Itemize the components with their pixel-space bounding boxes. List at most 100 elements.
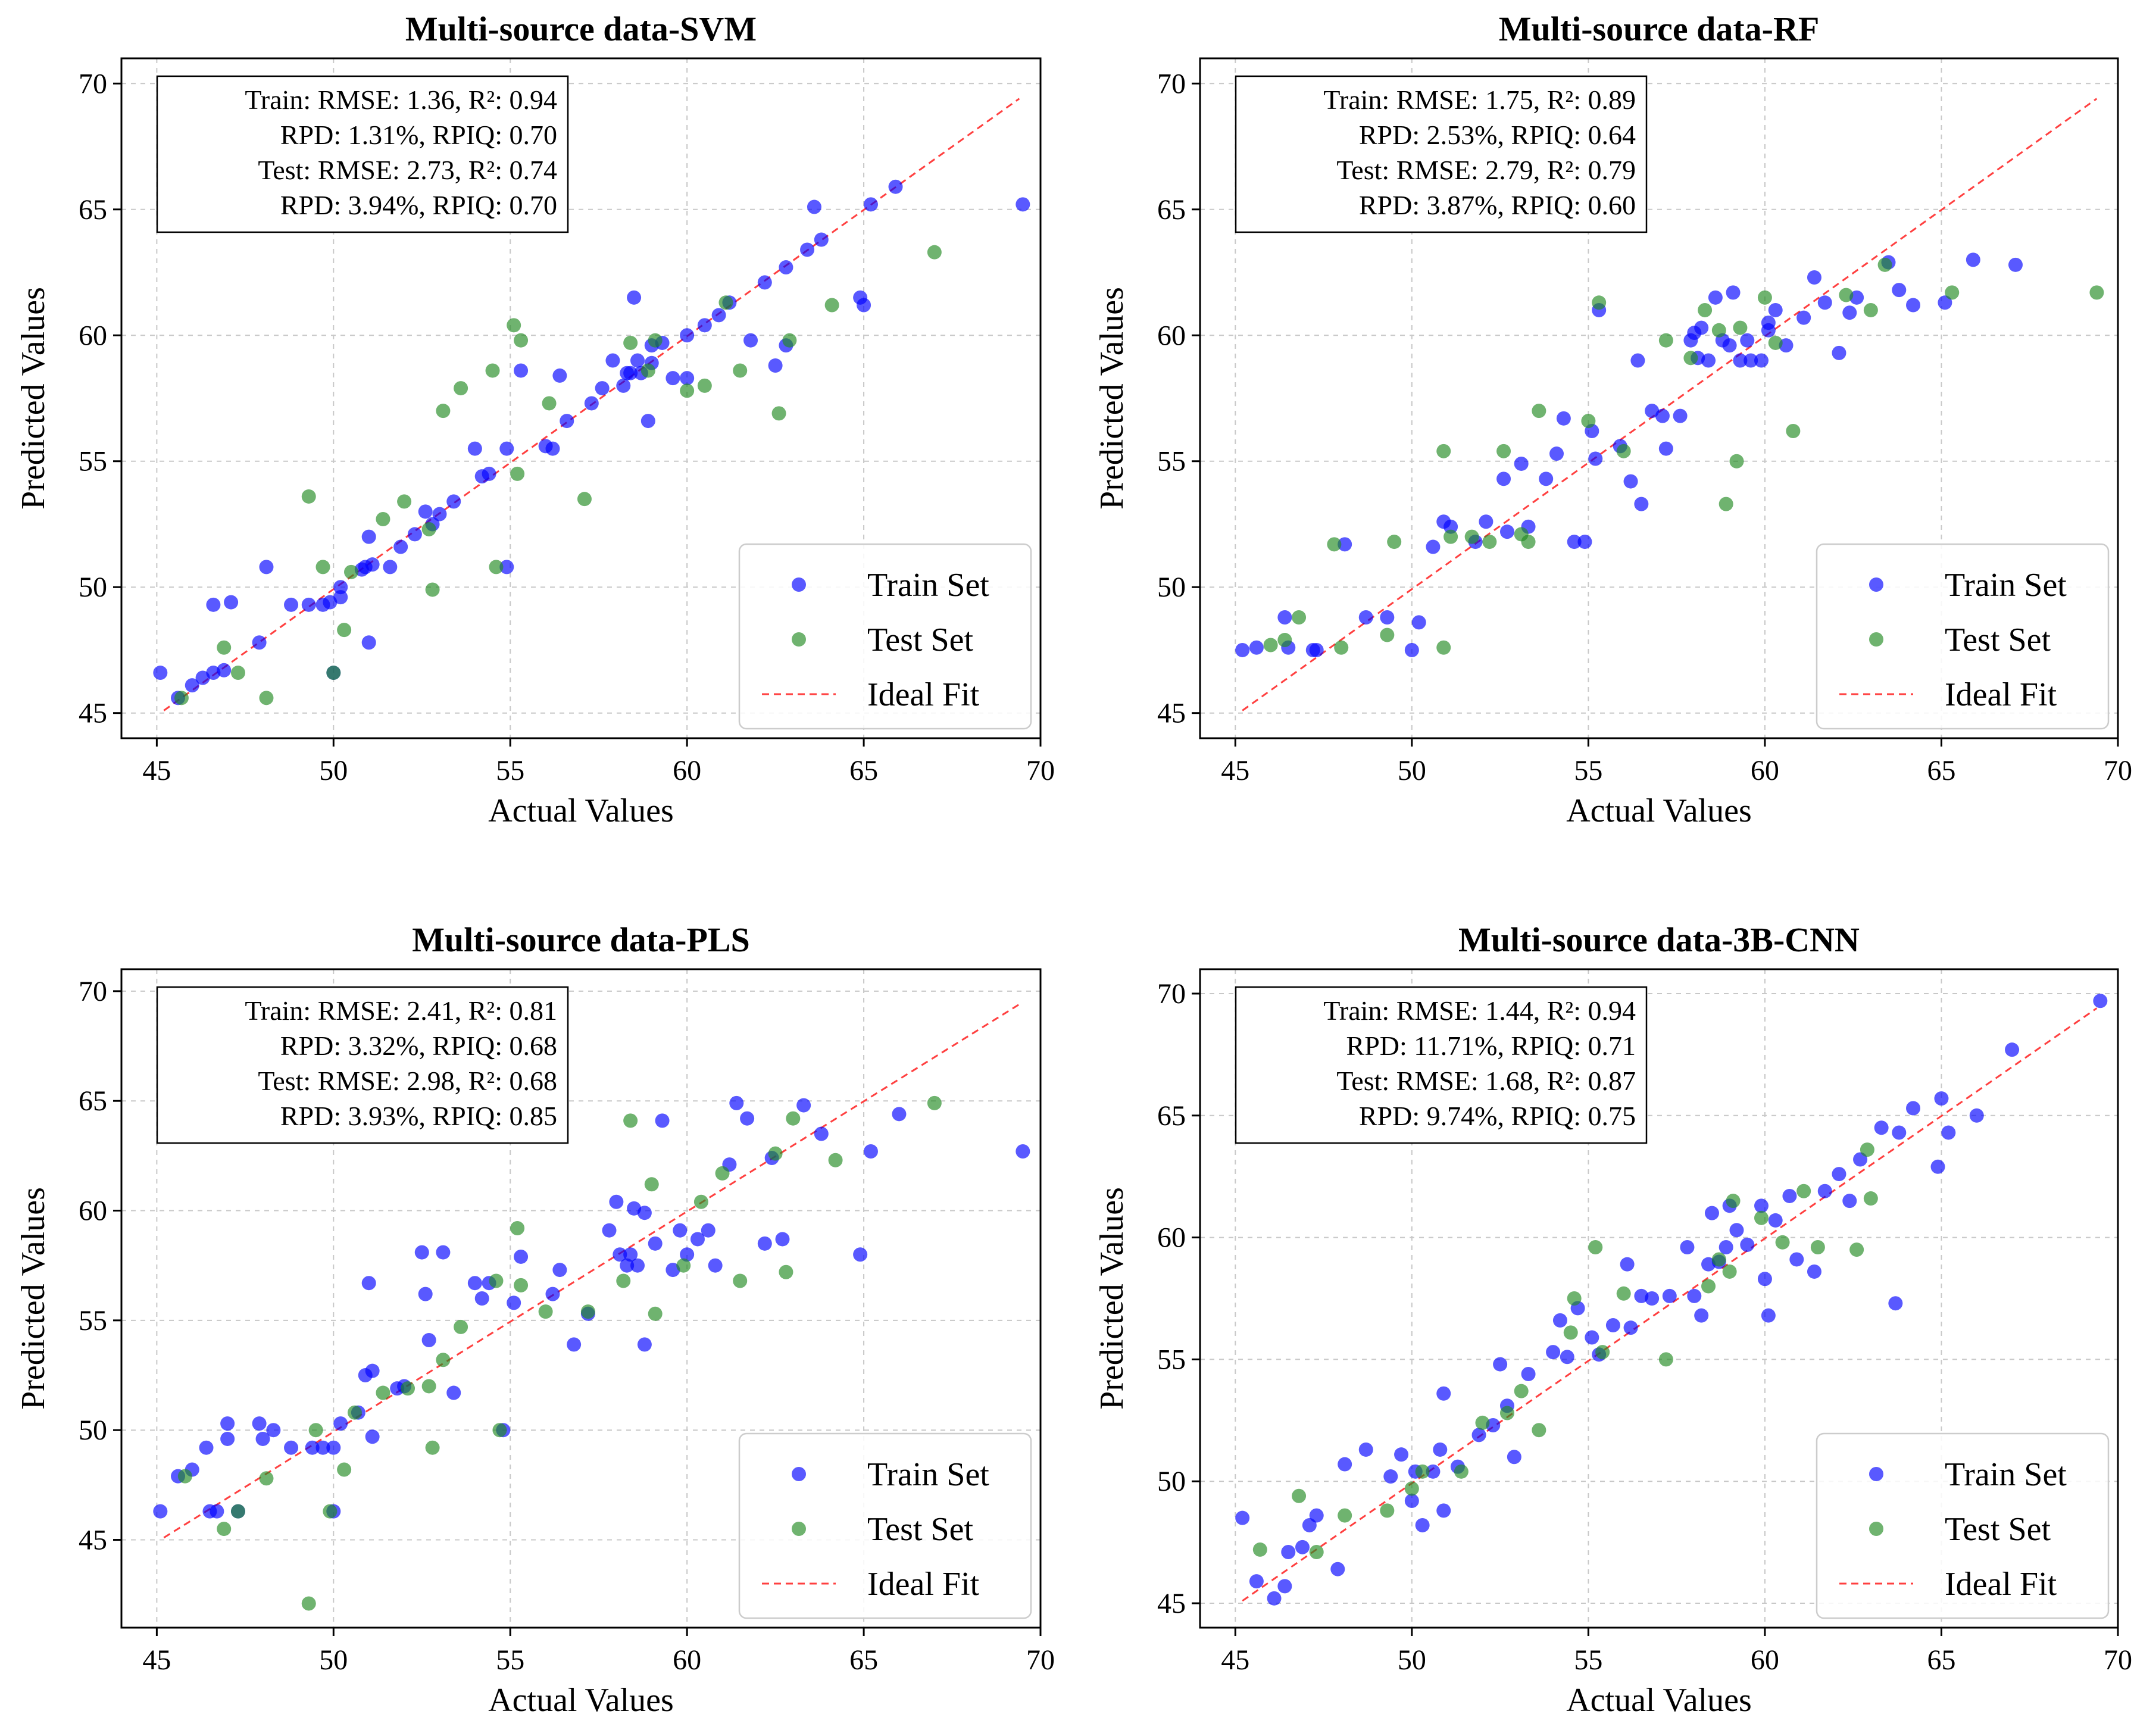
- train-point: [1726, 285, 1741, 300]
- test-point: [1309, 1545, 1324, 1560]
- test-point: [347, 1405, 362, 1420]
- test-point: [733, 1273, 748, 1288]
- train-point: [220, 1416, 235, 1431]
- train-point: [1514, 456, 1529, 471]
- train-point: [1906, 1101, 1921, 1116]
- test-point: [1719, 497, 1733, 511]
- train-point: [1383, 1469, 1398, 1484]
- train-point: [757, 1236, 772, 1251]
- train-point: [1704, 1206, 1719, 1220]
- test-point: [648, 333, 663, 348]
- train-point: [1623, 1320, 1638, 1335]
- test-point: [1701, 1279, 1716, 1294]
- train-point: [1556, 411, 1571, 426]
- train-point: [1309, 642, 1324, 657]
- y-tick-label: 50: [1157, 572, 1186, 603]
- chart-title: Multi-source data-SVM: [405, 10, 757, 48]
- train-point: [1740, 1237, 1755, 1252]
- test-point: [1698, 302, 1713, 317]
- train-point: [1768, 1213, 1783, 1228]
- legend-train-marker: [792, 577, 806, 592]
- train-point: [711, 308, 726, 323]
- train-point: [1761, 1308, 1776, 1323]
- train-point: [1338, 1457, 1352, 1472]
- train-point: [892, 1107, 907, 1122]
- train-point: [1552, 1313, 1567, 1328]
- train-point: [361, 635, 376, 650]
- test-point: [768, 1146, 783, 1161]
- x-tick-label: 55: [1574, 1644, 1602, 1676]
- test-point: [230, 666, 245, 680]
- train-point: [153, 1504, 168, 1519]
- test-point: [623, 335, 638, 350]
- train-point: [1471, 1428, 1486, 1442]
- legend-train-marker: [792, 1467, 806, 1481]
- stats-line: Test: RMSE: 2.98, R²: 0.68: [258, 1066, 557, 1096]
- train-point: [1658, 441, 1673, 456]
- train-point: [863, 1144, 878, 1159]
- train-point: [1754, 1198, 1769, 1213]
- train-point: [1729, 1223, 1744, 1238]
- train-point: [284, 597, 299, 612]
- test-point: [1436, 444, 1451, 458]
- test-point: [1521, 535, 1536, 549]
- train-point: [210, 1504, 224, 1519]
- train-point: [1380, 610, 1395, 625]
- train-point: [499, 441, 514, 456]
- test-set-series: [177, 1095, 942, 1611]
- x-tick-label: 55: [496, 755, 524, 786]
- test-point: [779, 1264, 793, 1279]
- train-point: [1249, 640, 1264, 655]
- train-point: [1761, 323, 1776, 338]
- train-point: [697, 318, 712, 333]
- test-point: [640, 363, 655, 378]
- train-point: [333, 590, 348, 605]
- x-tick-label: 65: [849, 1644, 878, 1676]
- train-point: [1892, 283, 1907, 298]
- stats-line: Test: RMSE: 1.68, R²: 0.87: [1336, 1066, 1636, 1096]
- legend-train-marker: [1869, 1467, 1883, 1481]
- stats-annotation: Train: RMSE: 2.41, R²: 0.81 RPD: 3.32%, R…: [156, 986, 569, 1144]
- train-point: [1941, 1125, 1956, 1140]
- test-point: [538, 1304, 553, 1319]
- x-axis-label: Actual Values: [488, 792, 674, 829]
- x-axis-label: Actual Values: [1566, 1682, 1752, 1719]
- test-set-series: [174, 245, 942, 705]
- train-point: [305, 1440, 320, 1455]
- train-point: [1309, 1508, 1324, 1523]
- train-point: [1938, 295, 1952, 310]
- train-point: [514, 1249, 529, 1264]
- test-point: [421, 1379, 436, 1394]
- test-point: [1252, 1542, 1267, 1557]
- train-point: [1930, 1159, 1945, 1174]
- stats-line: RPD: 3.93%, RPIQ: 0.85: [280, 1101, 557, 1131]
- train-point: [1249, 1574, 1264, 1589]
- y-tick-label: 45: [79, 1525, 107, 1556]
- test-point: [1722, 1264, 1737, 1279]
- test-point: [1592, 295, 1607, 310]
- train-point: [2005, 1042, 2020, 1057]
- test-point: [715, 1166, 730, 1181]
- legend: Train Set Test Set Ideal Fit: [1816, 1432, 2110, 1619]
- y-tick-label: 60: [79, 1195, 107, 1227]
- test-point: [337, 1462, 352, 1477]
- train-point: [499, 560, 514, 574]
- legend-train-marker: [1869, 577, 1883, 592]
- legend-test-marker: [792, 1522, 806, 1536]
- train-point: [1789, 1252, 1804, 1267]
- stats-line: Train: RMSE: 1.36, R²: 0.94: [245, 85, 557, 115]
- test-point: [337, 623, 352, 638]
- train-point: [1539, 472, 1554, 486]
- train-point: [1630, 353, 1645, 368]
- test-point: [1726, 1194, 1741, 1209]
- y-tick-label: 70: [79, 68, 107, 99]
- train-point: [620, 1258, 635, 1273]
- test-point: [514, 333, 529, 348]
- y-tick-label: 55: [1157, 446, 1186, 477]
- train-point: [1662, 1288, 1677, 1303]
- train-point: [1295, 1540, 1310, 1554]
- test-point: [397, 494, 412, 509]
- train-point: [1842, 305, 1857, 320]
- test-point: [680, 383, 695, 398]
- test-point: [1263, 638, 1278, 652]
